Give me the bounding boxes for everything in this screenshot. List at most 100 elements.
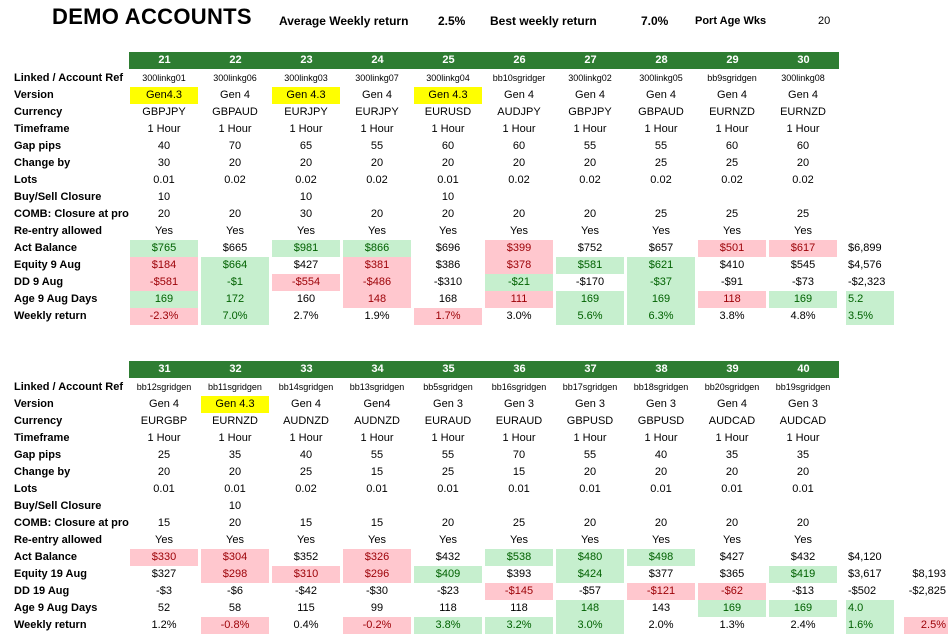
table-cell[interactable]: 15 [370, 517, 384, 529]
table-cell[interactable]: $657 [648, 242, 674, 254]
table-cell[interactable]: 25 [441, 466, 455, 478]
table-cell[interactable]: 20 [299, 157, 313, 169]
table-cell[interactable]: bb11sgridgen [208, 382, 262, 392]
total-cell[interactable]: 4.0 [846, 600, 894, 617]
table-cell[interactable]: 0.02 [721, 174, 743, 186]
table-cell[interactable]: Gen4.3 [130, 87, 198, 104]
table-cell[interactable]: Gen 4 [575, 89, 605, 101]
table-cell[interactable]: 1 Hour [218, 123, 252, 135]
table-cell[interactable]: 35 [228, 449, 242, 461]
table-cell[interactable]: -$145 [485, 583, 553, 600]
table-cell[interactable]: $696 [435, 242, 461, 254]
table-cell[interactable]: $752 [577, 242, 603, 254]
table-cell[interactable]: 25 [157, 449, 171, 461]
table-cell[interactable]: 160 [296, 293, 316, 305]
table-cell[interactable]: 1 Hour [289, 432, 323, 444]
table-cell[interactable]: Gen 4 [362, 89, 392, 101]
table-cell[interactable]: 20 [583, 208, 597, 220]
table-cell[interactable]: Yes [155, 534, 173, 546]
table-cell[interactable]: -$554 [272, 274, 340, 291]
table-cell[interactable]: Yes [581, 534, 599, 546]
table-cell[interactable] [272, 498, 340, 515]
table-cell[interactable]: GBPAUD [212, 106, 258, 118]
table-cell[interactable]: AUDNZD [354, 415, 400, 427]
table-cell[interactable]: 1 Hour [502, 432, 536, 444]
table-cell[interactable]: 1 Hour [147, 432, 181, 444]
table-cell[interactable]: 25 [725, 157, 739, 169]
table-cell[interactable]: 60 [796, 140, 810, 152]
table-cell[interactable]: 40 [157, 140, 171, 152]
table-cell[interactable]: $352 [293, 551, 319, 563]
table-cell[interactable]: EURNZD [709, 106, 755, 118]
table-cell[interactable]: Gen 4.3 [272, 87, 340, 104]
table-cell[interactable]: 55 [583, 140, 597, 152]
table-cell[interactable]: 1 Hour [573, 123, 607, 135]
table-cell[interactable]: 1 Hour [644, 123, 678, 135]
table-cell[interactable] [414, 498, 482, 515]
table-cell[interactable]: 55 [583, 449, 597, 461]
table-cell[interactable]: 20 [512, 208, 526, 220]
table-cell[interactable]: 58 [228, 602, 242, 614]
table-cell[interactable]: 20 [370, 208, 384, 220]
table-cell[interactable]: bb17sgridgen [562, 382, 618, 392]
table-cell[interactable]: 115 [297, 602, 315, 614]
table-cell[interactable]: $296 [343, 566, 411, 583]
table-cell[interactable]: Yes [510, 225, 528, 237]
table-cell[interactable]: -$3 [156, 585, 172, 597]
table-cell[interactable]: 55 [654, 140, 668, 152]
table-cell[interactable]: 300linkg01 [142, 73, 186, 83]
table-cell[interactable]: bb13sgridgen [349, 382, 405, 392]
table-cell[interactable]: Gen 4 [291, 398, 321, 410]
table-cell[interactable]: 40 [299, 449, 313, 461]
table-cell[interactable]: 1 Hour [715, 432, 749, 444]
table-cell[interactable]: $427 [719, 551, 745, 563]
table-cell[interactable]: $981 [272, 240, 340, 257]
table-cell[interactable]: -$37 [627, 274, 695, 291]
table-cell[interactable]: 30 [157, 157, 171, 169]
table-cell[interactable]: Yes [510, 534, 528, 546]
total-cell[interactable]: $6,899 [848, 242, 882, 254]
table-cell[interactable]: $581 [556, 257, 624, 274]
table-cell[interactable]: Gen 3 [575, 398, 605, 410]
table-cell[interactable]: 0.02 [295, 174, 317, 186]
account-number[interactable]: 22 [200, 52, 271, 69]
table-cell[interactable]: 0.02 [224, 174, 246, 186]
table-cell[interactable]: 70 [512, 449, 526, 461]
table-cell[interactable]: 55 [370, 449, 384, 461]
table-cell[interactable]: 20 [157, 208, 171, 220]
table-cell[interactable]: 169 [769, 600, 837, 617]
table-cell[interactable]: Gen 4 [788, 89, 818, 101]
table-cell[interactable]: 169 [698, 600, 766, 617]
table-cell[interactable]: 2.7% [293, 310, 319, 322]
table-cell[interactable]: $617 [769, 240, 837, 257]
account-number[interactable]: 23 [271, 52, 342, 69]
table-cell[interactable]: 3.2% [485, 617, 553, 634]
table-cell[interactable]: 0.01 [792, 483, 814, 495]
table-cell[interactable]: -$30 [365, 585, 389, 597]
table-cell[interactable]: 0.4% [293, 619, 319, 631]
table-cell[interactable]: 2.0% [648, 619, 674, 631]
table-cell[interactable]: 0.01 [437, 483, 459, 495]
table-cell[interactable]: 20 [228, 466, 242, 478]
account-number[interactable]: 24 [342, 52, 413, 69]
table-cell[interactable]: 35 [796, 449, 810, 461]
table-cell[interactable] [698, 498, 766, 515]
table-cell[interactable]: 99 [370, 602, 384, 614]
table-cell[interactable]: Gen 4 [717, 89, 747, 101]
table-cell[interactable]: 1 Hour [644, 432, 678, 444]
table-cell[interactable]: Yes [652, 534, 670, 546]
table-cell[interactable]: bb9sgridgen [707, 73, 757, 83]
table-cell[interactable]: GBPAUD [638, 106, 684, 118]
table-cell[interactable]: Yes [652, 225, 670, 237]
table-cell[interactable]: 1 Hour [786, 432, 820, 444]
account-number[interactable]: 30 [768, 52, 839, 69]
table-cell[interactable]: 20 [654, 517, 668, 529]
table-cell[interactable]: 15 [370, 466, 384, 478]
table-cell[interactable]: 4.8% [790, 310, 816, 322]
table-cell[interactable]: bb20sgridgen [704, 382, 760, 392]
account-number[interactable]: 33 [271, 361, 342, 378]
table-cell[interactable]: $765 [130, 240, 198, 257]
table-cell[interactable]: Yes [155, 225, 173, 237]
table-cell[interactable]: 25 [796, 208, 810, 220]
account-number[interactable]: 36 [484, 361, 555, 378]
